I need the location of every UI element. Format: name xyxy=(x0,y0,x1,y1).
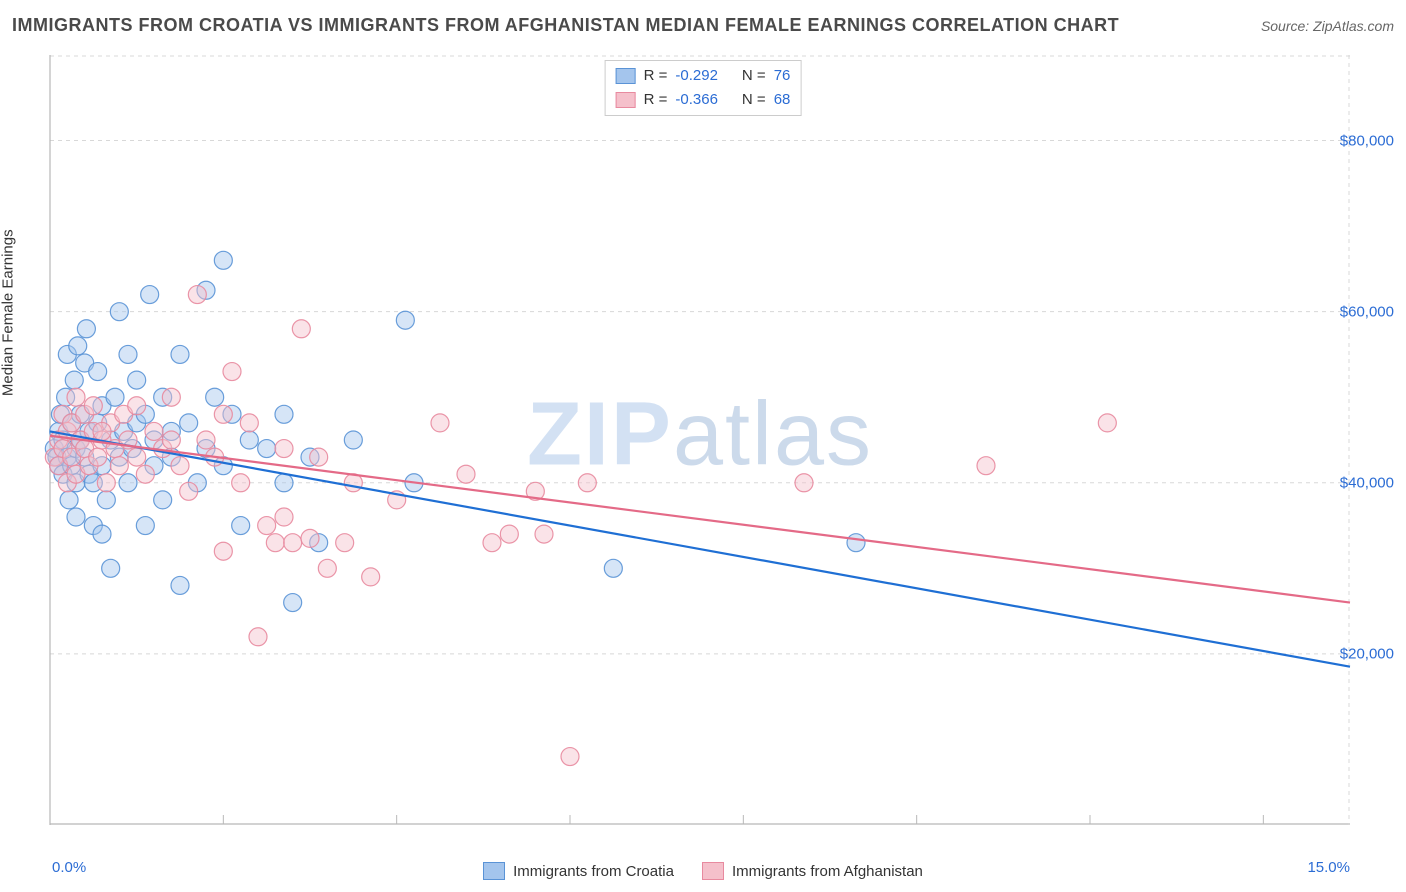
legend-item-2: Immigrants from Afghanistan xyxy=(702,862,923,880)
correlation-legend: R = -0.292 N = 76 R = -0.366 N = 68 xyxy=(605,60,802,116)
scatter-svg xyxy=(50,55,1350,825)
y-tick-label: $60,000 xyxy=(1340,303,1394,320)
n-value-1: 76 xyxy=(774,64,791,88)
r-value-1: -0.292 xyxy=(675,64,718,88)
plot-area: ZIPatlas xyxy=(50,55,1350,825)
y-tick-label: $40,000 xyxy=(1340,474,1394,491)
n-label: N = xyxy=(742,88,766,112)
chart-header: IMMIGRANTS FROM CROATIA VS IMMIGRANTS FR… xyxy=(12,15,1394,36)
r-label: R = xyxy=(644,88,668,112)
r-label: R = xyxy=(644,64,668,88)
x-axis-max-label: 15.0% xyxy=(1307,859,1350,876)
correlation-row-1: R = -0.292 N = 76 xyxy=(616,64,791,88)
swatch-croatia xyxy=(483,862,505,880)
r-value-2: -0.366 xyxy=(675,88,718,112)
chart-source: Source: ZipAtlas.com xyxy=(1261,18,1394,34)
swatch-series-1 xyxy=(616,68,636,84)
legend-label-1: Immigrants from Croatia xyxy=(513,863,674,880)
chart-title: IMMIGRANTS FROM CROATIA VS IMMIGRANTS FR… xyxy=(12,15,1119,36)
swatch-afghanistan xyxy=(702,862,724,880)
correlation-row-2: R = -0.366 N = 68 xyxy=(616,88,791,112)
y-tick-label: $20,000 xyxy=(1340,645,1394,662)
legend-item-1: Immigrants from Croatia xyxy=(483,862,674,880)
swatch-series-2 xyxy=(616,92,636,108)
x-axis-min-label: 0.0% xyxy=(52,859,86,876)
y-axis-label: Median Female Earnings xyxy=(0,229,17,396)
y-tick-label: $80,000 xyxy=(1340,132,1394,149)
n-value-2: 68 xyxy=(774,88,791,112)
series-legend: Immigrants from Croatia Immigrants from … xyxy=(0,862,1406,880)
n-label: N = xyxy=(742,64,766,88)
legend-label-2: Immigrants from Afghanistan xyxy=(732,863,923,880)
